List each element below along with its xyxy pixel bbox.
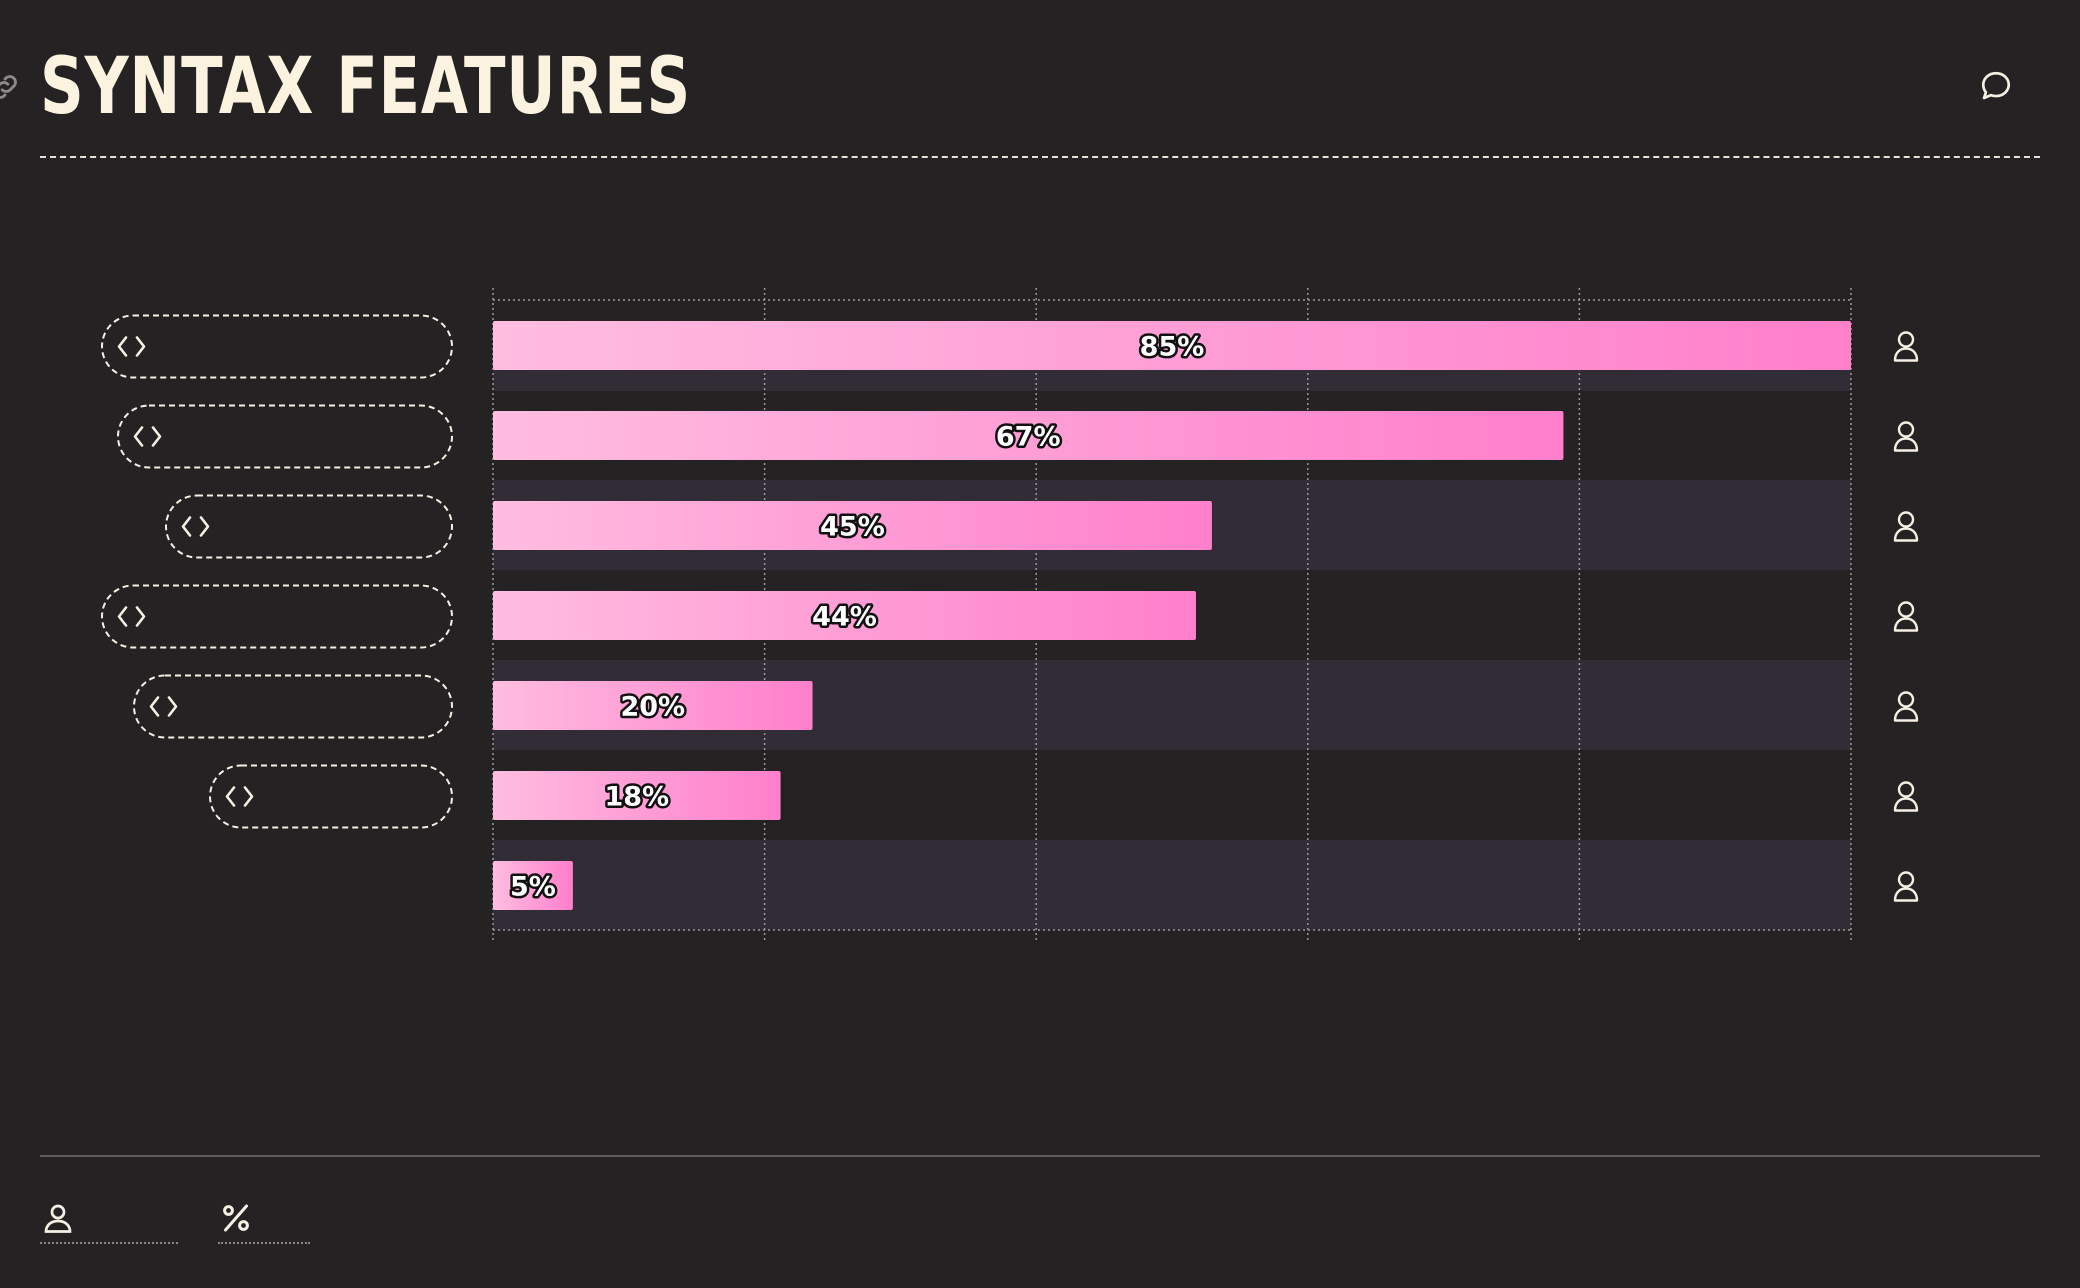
user-icon xyxy=(1893,437,1919,452)
bar-value-label: 45% xyxy=(820,512,885,543)
code-icon xyxy=(117,336,128,357)
bar xyxy=(493,681,813,730)
bar-value-label: 67% xyxy=(996,422,1061,453)
user-icon xyxy=(1897,871,1915,888)
code-icon xyxy=(181,516,192,537)
user-icon xyxy=(1893,347,1919,362)
category-pill xyxy=(165,494,453,559)
user-icon xyxy=(1897,421,1915,438)
category-pill xyxy=(101,314,453,379)
user-icon xyxy=(1897,511,1915,528)
code-icon xyxy=(135,336,146,357)
percent-icon xyxy=(223,1204,249,1232)
user-icon xyxy=(44,1204,72,1233)
bar-value-label: 20% xyxy=(620,692,685,723)
page-title: SYNTAX FEATURES xyxy=(40,42,692,132)
bar xyxy=(493,771,781,820)
code-icon xyxy=(135,606,146,627)
comment-icon[interactable] xyxy=(1978,68,2014,104)
code-icon xyxy=(199,516,210,537)
bar-value-label: 44% xyxy=(812,602,877,633)
code-icon xyxy=(133,426,144,447)
category-pill xyxy=(133,674,453,739)
bar-value-label: 85% xyxy=(1140,332,1205,363)
code-icon xyxy=(167,696,178,717)
user-icon xyxy=(1893,797,1919,812)
user-icon xyxy=(1897,691,1915,708)
user-icon xyxy=(1897,601,1915,618)
bar xyxy=(493,591,1196,640)
bar xyxy=(493,321,1851,370)
bar-value-label: 5% xyxy=(510,872,556,903)
bar xyxy=(493,501,1212,550)
code-icon xyxy=(117,606,128,627)
footer-divider xyxy=(40,1155,2040,1157)
user-icon xyxy=(1893,527,1919,542)
code-icon xyxy=(225,786,236,807)
user-icon xyxy=(1897,331,1915,348)
user-icon xyxy=(1897,781,1915,798)
user-icon xyxy=(1893,617,1919,632)
category-pill xyxy=(117,404,453,469)
bar xyxy=(493,411,1564,460)
code-icon xyxy=(151,426,162,447)
code-icon xyxy=(243,786,254,807)
category-pill xyxy=(209,764,453,829)
bar-value-label: 18% xyxy=(604,782,669,813)
category-pill xyxy=(101,584,453,649)
link-icon[interactable] xyxy=(0,70,22,104)
legend-item-users[interactable] xyxy=(40,1200,178,1244)
bar xyxy=(493,861,573,910)
header-divider xyxy=(40,156,2040,158)
code-icon xyxy=(149,696,160,717)
row-band xyxy=(493,840,1851,930)
user-icon xyxy=(1893,887,1919,902)
legend-item-percent[interactable] xyxy=(218,1200,310,1244)
user-icon xyxy=(1893,707,1919,722)
